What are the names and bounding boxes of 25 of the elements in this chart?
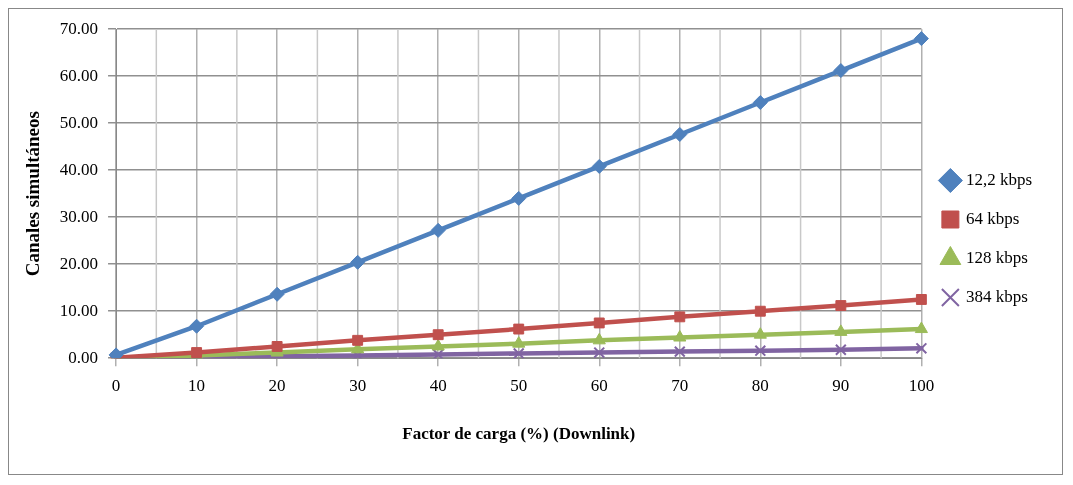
x-tick-label: 100 [908, 375, 935, 395]
x-tick-label: 50 [510, 375, 528, 395]
y-tick-label: 30.00 [59, 206, 99, 226]
legend-label: 64 kbps [965, 208, 1020, 228]
y-tick-label: 50.00 [59, 112, 99, 132]
y-tick-label: 70.00 [59, 18, 99, 38]
legend-label: 12,2 kbps [965, 169, 1033, 189]
x-tick-label: 20 [268, 375, 286, 395]
x-tick-label: 80 [751, 375, 769, 395]
y-tick-label: 0.00 [68, 347, 99, 367]
y-tick-label: 10.00 [59, 300, 99, 320]
x-tick-label: 0 [111, 375, 121, 395]
x-tick-label: 30 [349, 375, 367, 395]
y-tick-label: 20.00 [59, 253, 99, 273]
x-tick-label: 70 [671, 375, 689, 395]
y-tick-label: 60.00 [59, 65, 99, 85]
y-tick-label: 40.00 [59, 159, 99, 179]
x-tick-label: 90 [832, 375, 850, 395]
y-axis-title: Canales simultáneos [22, 111, 44, 277]
legend-label: 128 kbps [965, 247, 1028, 267]
x-axis-title: Factor de carga (%) (Downlink) [402, 424, 636, 444]
x-tick-label: 60 [590, 375, 608, 395]
legend-label: 384 kbps [965, 286, 1028, 306]
x-tick-label: 40 [429, 375, 447, 395]
x-tick-label: 10 [188, 375, 206, 395]
